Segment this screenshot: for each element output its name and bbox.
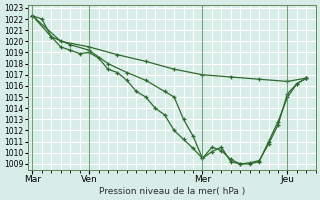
X-axis label: Pression niveau de la mer( hPa ): Pression niveau de la mer( hPa ) <box>99 187 245 196</box>
